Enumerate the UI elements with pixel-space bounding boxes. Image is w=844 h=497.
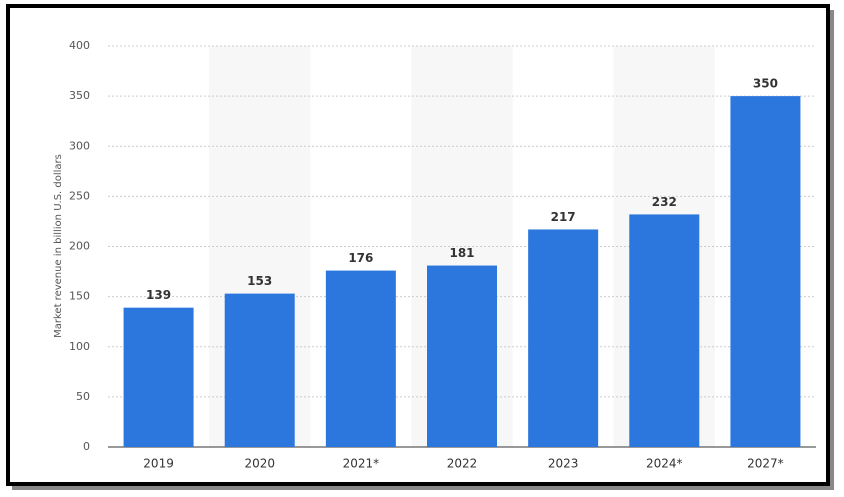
y-tick-label: 150 — [69, 290, 90, 303]
y-tick-label: 200 — [69, 240, 90, 253]
y-tick-label: 100 — [69, 340, 90, 353]
value-label: 139 — [146, 288, 171, 302]
x-tick-label: 2021* — [343, 457, 380, 471]
value-label: 232 — [652, 195, 677, 209]
y-tick-label: 50 — [76, 390, 90, 403]
bar — [123, 307, 194, 447]
plot-area: 0 50 100 150 200 250 300 350 400 2019 139 2020 153 20… — [69, 39, 816, 471]
x-tick-label: 2023 — [548, 457, 579, 471]
y-tick-label: 400 — [69, 39, 90, 52]
value-label: 350 — [753, 77, 778, 91]
value-label: 181 — [449, 246, 474, 260]
bar — [224, 293, 295, 447]
y-tick-label: 0 — [83, 440, 90, 453]
value-label: 176 — [348, 251, 373, 265]
x-tick-label: 2027* — [747, 457, 784, 471]
y-axis-label: Market revenue in billion U.S. dollars — [53, 154, 64, 338]
value-label: 217 — [551, 210, 576, 224]
x-tick-label: 2020 — [244, 457, 275, 471]
y-tick-label: 350 — [69, 89, 90, 102]
bar — [730, 96, 801, 447]
value-label: 153 — [247, 274, 272, 288]
bar — [629, 214, 700, 447]
x-tick-label: 2022 — [447, 457, 478, 471]
y-tick-label: 250 — [69, 189, 90, 202]
bar — [528, 229, 599, 447]
x-tick-label: 2019 — [143, 457, 174, 471]
bar — [427, 265, 497, 447]
bar — [325, 270, 396, 447]
x-tick-label: 2024* — [646, 457, 683, 471]
y-tick-label: 300 — [69, 139, 90, 152]
